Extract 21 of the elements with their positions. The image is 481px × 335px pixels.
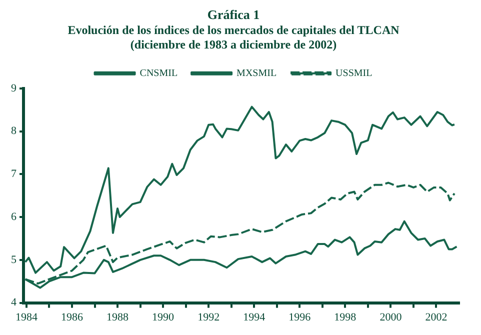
x-tick-label: 1990 [152, 311, 175, 324]
y-tick-label: 5 [11, 254, 17, 266]
x-tick-label: 1994 [243, 311, 266, 324]
x-tick-label: 1984 [15, 311, 38, 324]
x-tick-label: 1988 [106, 311, 130, 324]
x-tick-label: 1996 [288, 311, 312, 324]
y-tick-label: 8 [11, 125, 17, 138]
y-tick-label: 7 [11, 168, 17, 180]
legend-label: CNSMIL [140, 68, 178, 80]
x-tick-label: 1998 [334, 311, 357, 324]
legend-label: MXSMIL [236, 68, 277, 80]
x-tick-label: 2002 [425, 311, 448, 324]
x-tick-label: 2000 [380, 311, 402, 324]
chart-subtitle: Evolución de los índices de los mercados de capitales del TLCAN (diciembre de 1983 a diciembre de 2002) [68, 22, 400, 52]
chart-title: Gráfica 1 [207, 7, 260, 22]
x-tick-label: 1992 [198, 311, 220, 324]
legend-label: USSMIL [336, 68, 372, 80]
y-tick-label: 4 [11, 296, 17, 309]
x-tick-label: 1986 [60, 311, 84, 324]
y-tick-label: 9 [11, 82, 17, 94]
y-tick-label: 6 [11, 210, 17, 223]
